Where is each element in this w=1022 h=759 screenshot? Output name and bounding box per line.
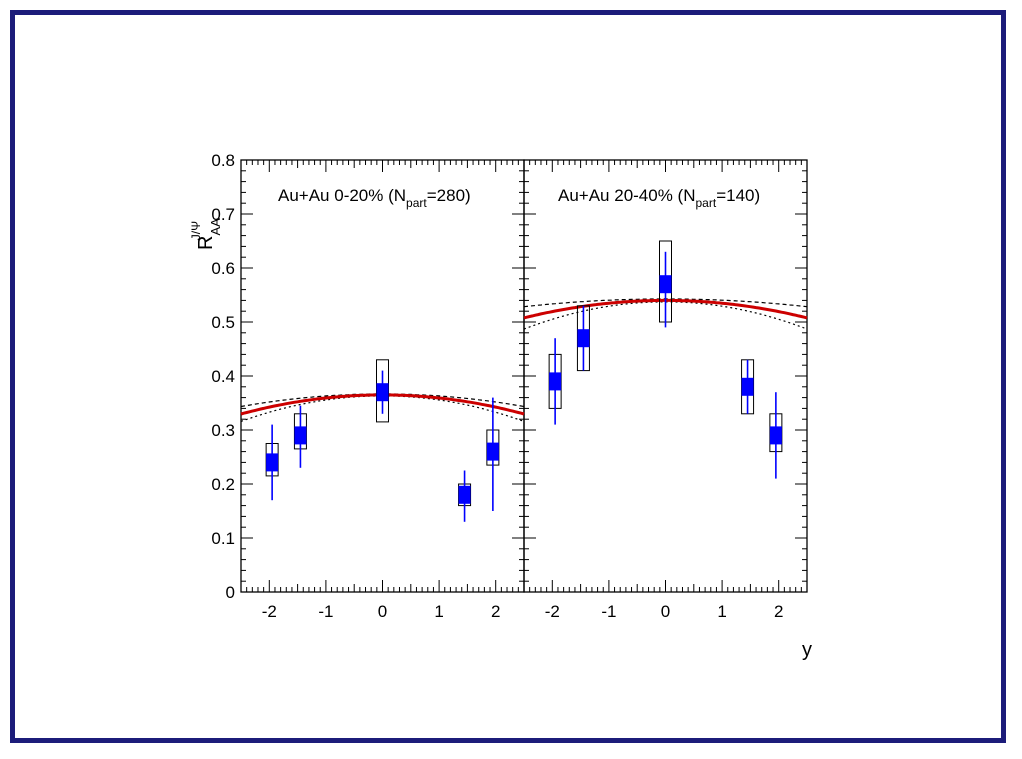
y-tick-label: 0.5: [211, 313, 235, 332]
y-tick-label: 0.3: [211, 421, 235, 440]
x-tick-label: 1: [717, 602, 726, 621]
panel-label-left: Au+Au 0-20% (Npart=280): [278, 186, 471, 210]
x-tick-label: 0: [661, 602, 670, 621]
panel-label-right: Au+Au 20-40% (Npart=140): [558, 186, 760, 210]
y-axis-title-sup: J/Ψ: [189, 221, 203, 240]
y-tick-label: 0: [226, 583, 235, 602]
y-tick-label: 0.8: [211, 151, 235, 170]
chart-marks: [240, 240, 808, 522]
data-point-1-2: [659, 275, 672, 294]
data-point-1-3: [741, 377, 754, 396]
y-tick-label: 0.6: [211, 259, 235, 278]
x-tick-label: -1: [601, 602, 616, 621]
y-tick-label: 0.1: [211, 529, 235, 548]
band-lower-1: [523, 301, 808, 330]
data-point-0-1: [294, 426, 307, 445]
x-tick-label: -2: [545, 602, 560, 621]
data-point-0-4: [486, 442, 499, 461]
chart-labels: RAA J/Ψ y Au+Au 0-20% (Npart=280) Au+Au 2…: [189, 186, 812, 661]
data-point-1-1: [577, 329, 590, 348]
x-tick-label: -2: [262, 602, 277, 621]
data-point-0-0: [266, 453, 279, 472]
x-tick-label: 2: [491, 602, 500, 621]
y-tick-label: 0.4: [211, 367, 235, 386]
slide-frame: [10, 10, 1006, 743]
data-point-1-4: [769, 426, 782, 445]
data-point-0-3: [458, 485, 471, 504]
x-tick-label: -1: [318, 602, 333, 621]
data-point-0-2: [376, 383, 389, 402]
x-axis-title: y: [802, 639, 812, 661]
x-tick-label: 1: [434, 602, 443, 621]
y-axis-title: RAA J/Ψ: [189, 218, 223, 250]
data-point-1-0: [549, 372, 562, 391]
panel-frame-1: [523, 159, 808, 593]
y-tick-label: 0.7: [211, 205, 235, 224]
y-axis-title-main: R: [195, 236, 217, 250]
x-tick-label: 0: [378, 602, 387, 621]
x-tick-label: 2: [774, 602, 783, 621]
y-axis-title-sub: AA: [208, 218, 223, 236]
y-tick-label: 0.2: [211, 475, 235, 494]
chart-axes: -2 -1 0 1 2 -2 -1 0 1 2 0 0.1 0.2 0.3 0.4 0.5 0.6 0.7 0.8: [211, 151, 808, 621]
